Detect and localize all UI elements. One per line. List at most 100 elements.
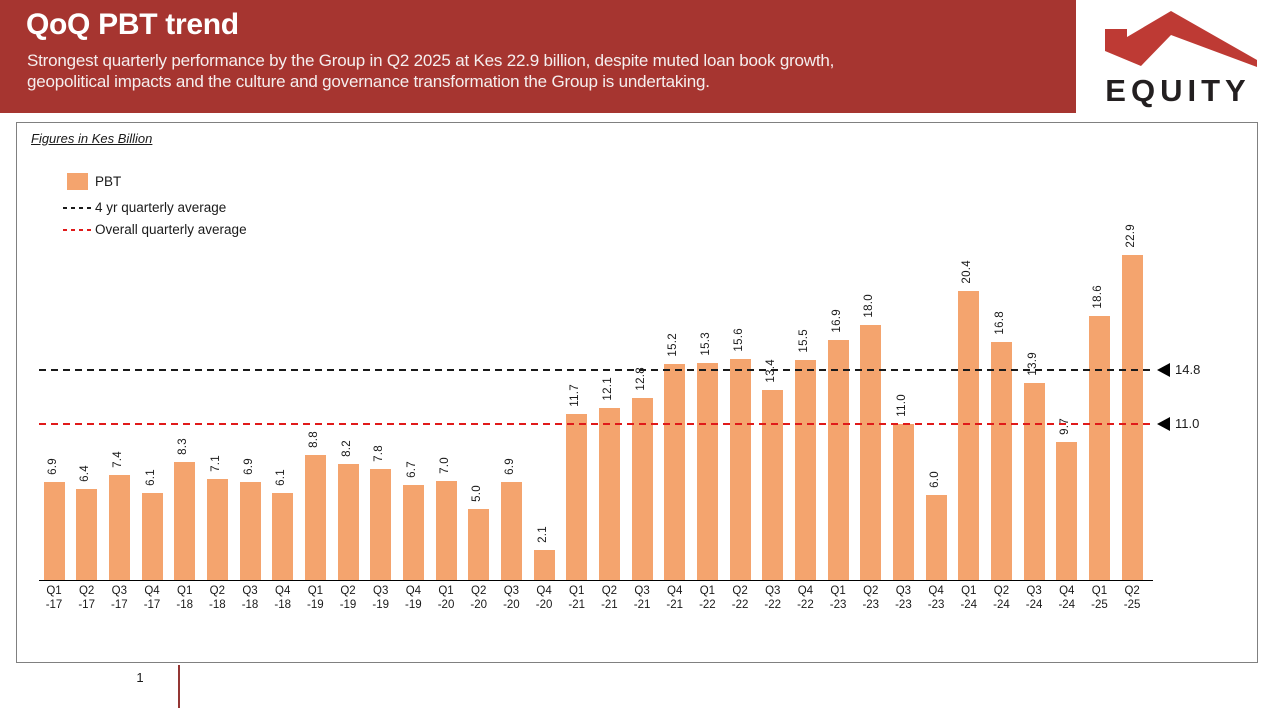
bar bbox=[566, 414, 588, 580]
bar-value-label: 7.0 bbox=[438, 457, 451, 474]
bar-value-label: 6.9 bbox=[242, 458, 255, 475]
bar bbox=[108, 475, 130, 580]
x-axis-category-label: Q4 -20 bbox=[535, 585, 553, 611]
x-axis-category-label: Q2 -22 bbox=[731, 585, 749, 611]
page-number: 1 bbox=[136, 670, 144, 685]
bar-value-label: 7.8 bbox=[373, 445, 386, 462]
bar-value-label: 9.7 bbox=[1059, 418, 1072, 435]
ref-line-marker-icon bbox=[1157, 363, 1170, 377]
pbt-bar-chart: Figures in Kes Billion PBT 4 yr quarterl… bbox=[17, 123, 1257, 662]
bar-value-label: 6.1 bbox=[275, 469, 288, 486]
bar-value-label: 8.3 bbox=[177, 438, 190, 455]
bar bbox=[337, 464, 359, 580]
overall-quarterly-average-line bbox=[39, 423, 1151, 425]
chart-units-note: Figures in Kes Billion bbox=[31, 131, 153, 146]
bar-value-label: 5.0 bbox=[471, 485, 484, 502]
x-axis-category-label: Q2 -18 bbox=[209, 585, 226, 611]
equity-logo: EQUITY bbox=[1076, 0, 1280, 113]
bar bbox=[239, 482, 261, 580]
x-axis-category-label: Q3 -17 bbox=[111, 585, 128, 611]
bar bbox=[631, 398, 653, 580]
x-axis-category-label: Q1 -17 bbox=[45, 585, 63, 611]
bar bbox=[762, 390, 784, 580]
bar bbox=[958, 291, 980, 580]
bar-value-label: 13.9 bbox=[1026, 352, 1039, 376]
footer-divider-line bbox=[178, 665, 180, 708]
x-axis-category-label: Q3 -21 bbox=[633, 585, 651, 611]
x-axis-category-label: Q2 -24 bbox=[993, 585, 1010, 611]
bar-value-label: 6.0 bbox=[928, 471, 941, 488]
bar-value-label: 18.0 bbox=[863, 294, 876, 318]
chart-frame: Figures in Kes Billion PBT 4 yr quarterl… bbox=[16, 122, 1258, 663]
equity-roof-icon: EQUITY bbox=[1105, 11, 1257, 108]
bar-value-label: 18.6 bbox=[1091, 285, 1104, 309]
bar bbox=[304, 455, 326, 580]
bar-value-label: 15.5 bbox=[797, 329, 810, 353]
subtitle-line-1: Strongest quarterly performance by the G… bbox=[27, 51, 835, 70]
x-axis-category-label: Q2 -20 bbox=[470, 585, 488, 611]
bar-value-label: 2.1 bbox=[536, 526, 549, 543]
bar-value-label: 7.1 bbox=[209, 455, 222, 472]
x-axis-category-label: Q2 -17 bbox=[78, 585, 95, 611]
bar bbox=[827, 340, 849, 580]
bar-value-label: 16.9 bbox=[830, 309, 843, 333]
subtitle-line-2: geopolitical impacts and the culture and… bbox=[27, 72, 710, 91]
bar bbox=[43, 482, 65, 580]
bar-value-label: 22.9 bbox=[1124, 224, 1137, 248]
legend-pbt-swatch bbox=[67, 173, 88, 190]
bar-value-label: 8.8 bbox=[307, 431, 320, 448]
x-axis-category-label: Q3 -19 bbox=[372, 585, 389, 611]
bar-value-label: 6.9 bbox=[46, 458, 59, 475]
slide-header-banner: QoQ PBT trend Strongest quarterly perfor… bbox=[0, 0, 1280, 113]
bar bbox=[468, 509, 490, 580]
ref-line-value-label: 14.8 bbox=[1175, 362, 1201, 377]
x-axis-category-label: Q1 -25 bbox=[1091, 585, 1108, 611]
x-axis-category-label: Q1 -20 bbox=[437, 585, 455, 611]
bar bbox=[860, 325, 882, 580]
bar bbox=[370, 469, 392, 580]
legend-pbt-label: PBT bbox=[95, 174, 122, 189]
legend-4yr-avg-dash bbox=[63, 207, 91, 209]
bar-value-label: 11.7 bbox=[569, 384, 582, 407]
x-axis-category-label: Q1 -23 bbox=[829, 585, 847, 611]
bar bbox=[500, 482, 522, 580]
x-axis-category-label: Q4 -17 bbox=[143, 585, 161, 611]
x-axis-category-label: Q4 -24 bbox=[1058, 585, 1076, 611]
bar-value-label: 15.3 bbox=[699, 332, 712, 356]
bar-value-label: 15.2 bbox=[667, 333, 680, 357]
4-yr-quarterly-average-line bbox=[39, 369, 1151, 371]
x-axis-category-label: Q1 -21 bbox=[568, 585, 586, 611]
bar bbox=[1056, 442, 1078, 580]
bar bbox=[141, 493, 163, 580]
bar-value-label: 13.4 bbox=[765, 359, 778, 383]
bar-value-label: 6.4 bbox=[79, 465, 92, 482]
bar-value-label: 15.6 bbox=[732, 328, 745, 352]
x-axis-category-label: Q4 -21 bbox=[666, 585, 684, 611]
page-title: QoQ PBT trend bbox=[26, 8, 239, 41]
x-axis-category-label: Q1 -24 bbox=[960, 585, 978, 611]
bar bbox=[76, 489, 98, 580]
bar bbox=[598, 408, 620, 580]
legend-4yr-avg-label: 4 yr quarterly average bbox=[95, 200, 227, 215]
bar bbox=[206, 479, 228, 580]
x-axis-category-label: Q4 -22 bbox=[797, 585, 814, 611]
x-axis-category-label: Q2 -19 bbox=[339, 585, 357, 611]
x-axis-category-label: Q4 -19 bbox=[405, 585, 422, 611]
bar bbox=[990, 342, 1012, 580]
bar-value-label: 6.1 bbox=[144, 469, 157, 486]
bar bbox=[1088, 316, 1110, 580]
legend-overall-avg-label: Overall quarterly average bbox=[95, 222, 247, 237]
x-axis-category-label: Q2 -25 bbox=[1123, 585, 1141, 611]
bar-value-label: 12.1 bbox=[601, 377, 614, 401]
bar bbox=[925, 495, 947, 580]
x-axis-category-label: Q1 -18 bbox=[176, 585, 193, 611]
logo-wordmark: EQUITY bbox=[1105, 73, 1250, 108]
x-axis-category-label: Q2 -23 bbox=[862, 585, 880, 611]
x-axis-category-label: Q3 -18 bbox=[241, 585, 259, 611]
bar bbox=[174, 462, 196, 580]
bar bbox=[794, 360, 816, 580]
bar bbox=[402, 485, 424, 580]
bar bbox=[892, 424, 914, 580]
bar bbox=[1023, 383, 1045, 580]
x-axis-line bbox=[39, 580, 1153, 581]
